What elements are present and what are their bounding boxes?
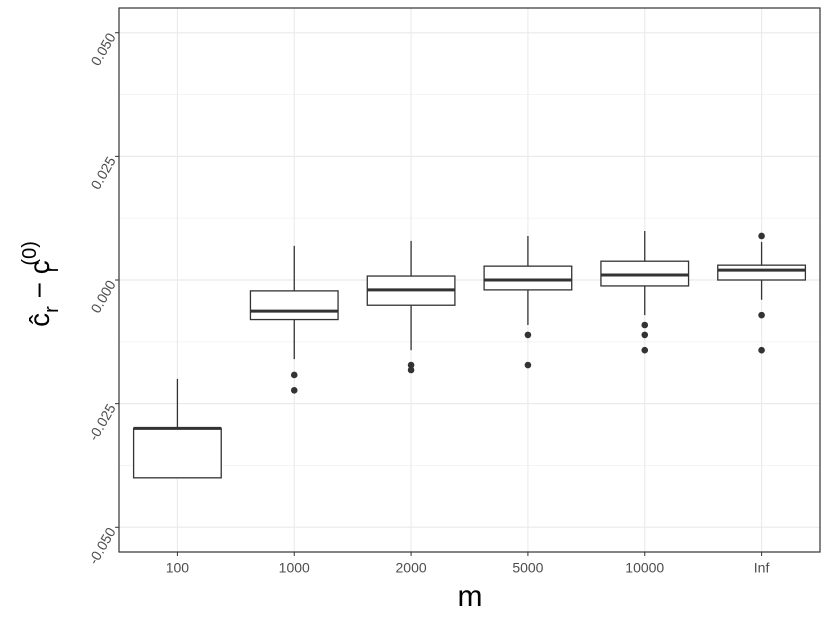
x-tick-label: 100 [166,560,190,576]
outlier [758,232,765,240]
y-tick-label: 0.050 [87,30,118,69]
x-tick-label: 5000 [512,560,543,576]
outlier [524,361,532,369]
box [132,427,222,479]
y-tick-label: -0.025 [85,401,119,444]
y-label-part: r [41,306,63,313]
outlier [407,361,415,369]
box [717,264,807,281]
box [483,265,573,291]
outlier [524,331,532,339]
outlier [407,366,415,374]
y-label-part: ĉ [24,313,55,327]
outlier [758,346,765,354]
y-tick-label: 0.025 [87,154,118,193]
x-tick-label: 10000 [625,560,664,576]
outlier [641,331,649,339]
x-tick-label: 2000 [396,560,427,576]
outlier [758,311,765,319]
outlier [641,321,649,329]
outlier [641,346,649,354]
y-axis-label: ĉr − cr(0) [19,241,63,327]
y-label-part: − [24,274,55,306]
y-label-part: r [41,265,63,272]
y-label-part: (0) [19,241,41,265]
outlier [290,386,298,394]
x-tick-label: 1000 [279,560,310,576]
y-tick-label: -0.050 [85,524,119,567]
box [249,290,339,321]
y-label-part: c [24,260,55,274]
panel-border [118,7,821,553]
y-tick-label: 0.000 [87,277,118,316]
outlier [290,371,298,379]
x-tick-label: Inf [754,560,770,576]
x-axis-label: m [458,580,483,613]
